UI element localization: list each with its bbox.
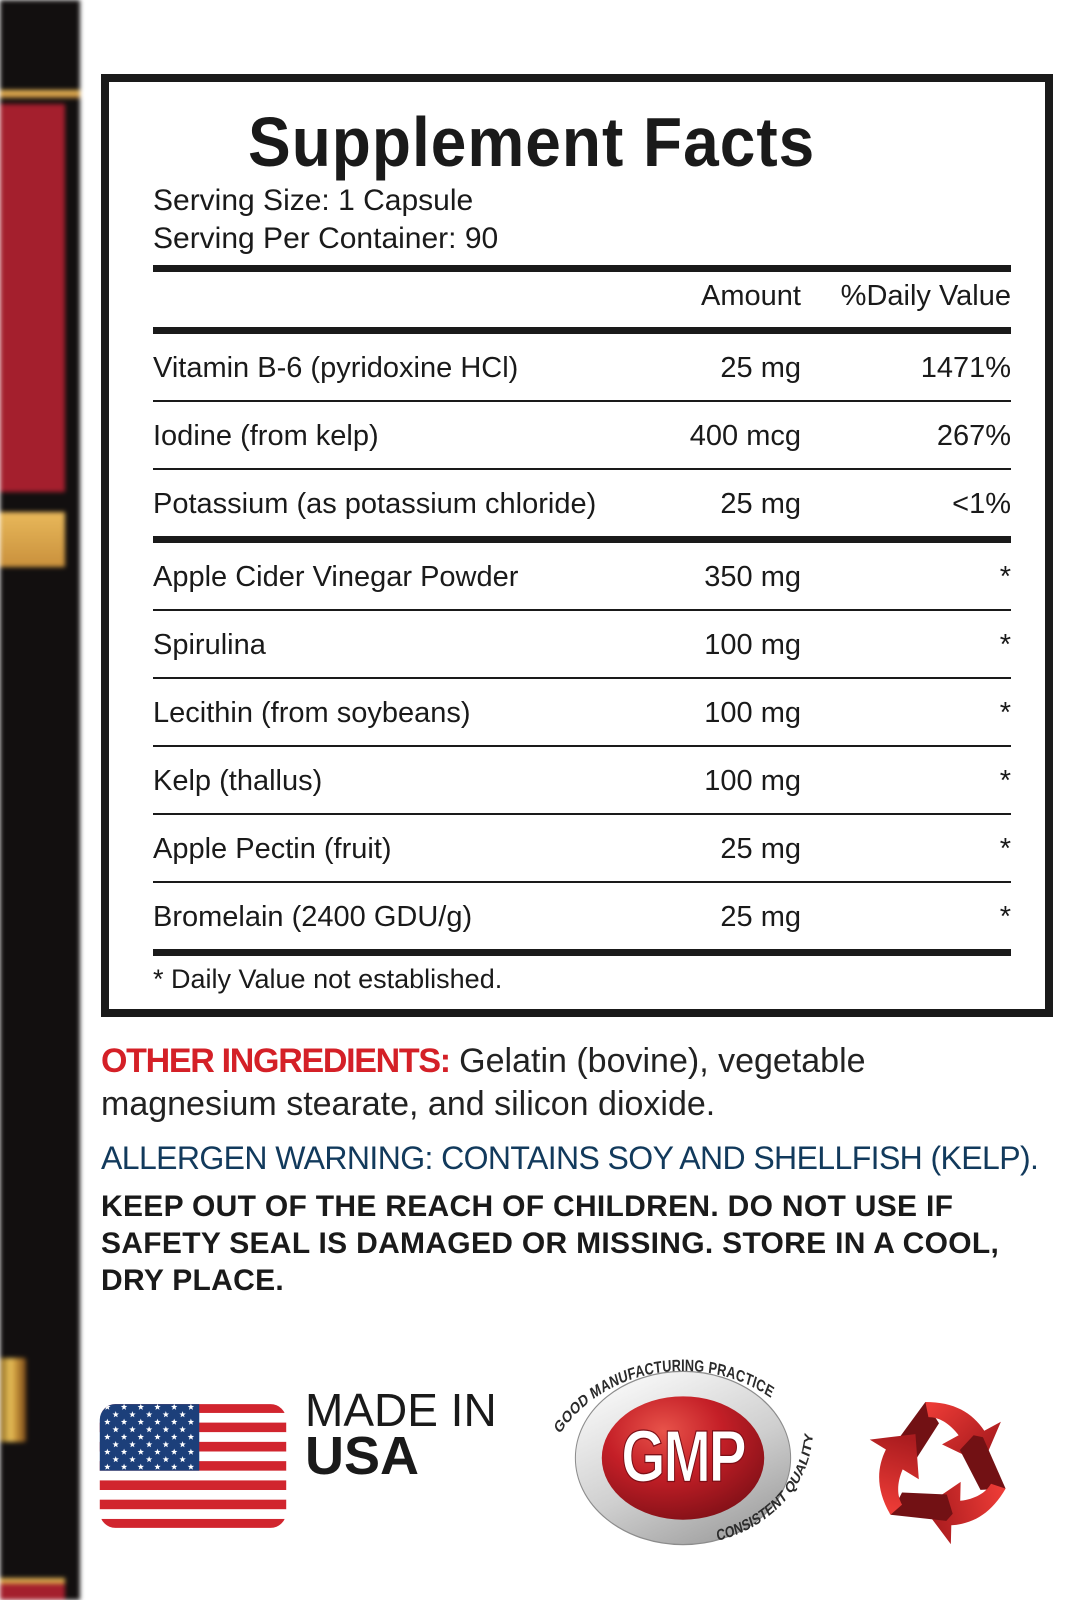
svg-text:GMP: GMP: [621, 1416, 745, 1498]
